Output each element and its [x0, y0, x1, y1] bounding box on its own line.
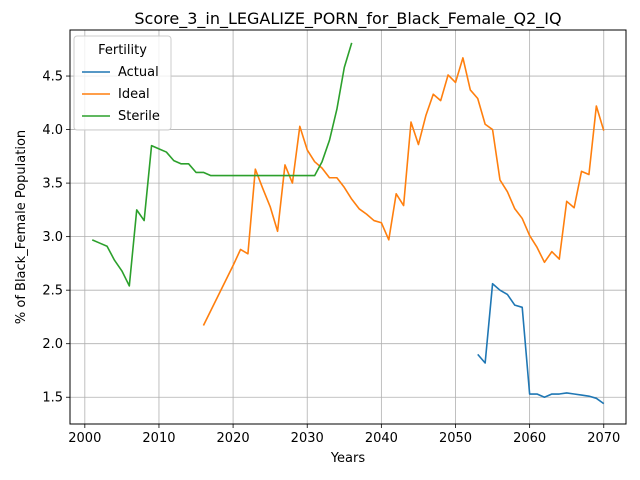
y-axis-title: % of Black_Female Population [14, 130, 29, 324]
y-tick-label: 4.5 [42, 70, 63, 85]
legend-label-sterile: Sterile [118, 109, 160, 124]
series-line-sterile [91, 42, 353, 287]
x-tick-label: 2040 [365, 431, 398, 446]
x-tick-label: 2060 [513, 431, 546, 446]
legend: Fertility Actual Ideal Sterile [73, 35, 172, 131]
y-tick-label: 2.5 [42, 284, 63, 299]
axis-ticks: 2000 2010 2020 2030 2040 2050 2060 2070 1.5 2.0 2.… [42, 70, 620, 446]
x-tick-label: 2010 [142, 431, 175, 446]
chart-title: Score_3_in_LEGALIZE_PORN_for_Black_Femal… [134, 9, 561, 29]
x-tick-label: 2000 [68, 431, 101, 446]
x-tick-label: 2020 [217, 431, 250, 446]
x-tick-label: 2030 [291, 431, 324, 446]
legend-items: Actual Ideal Sterile [82, 65, 160, 124]
legend-label-actual: Actual [118, 65, 159, 80]
legend-title: Fertility [98, 43, 147, 58]
y-tick-label: 3.0 [42, 230, 63, 245]
legend-label-ideal: Ideal [118, 87, 150, 102]
x-tick-label: 2050 [439, 431, 472, 446]
series-lines [91, 42, 605, 405]
legend-box [73, 35, 172, 131]
series-line-actual [477, 282, 605, 405]
y-tick-label: 2.0 [42, 337, 63, 352]
y-tick-label: 4.0 [42, 123, 63, 138]
x-axis-title: Years [330, 451, 366, 466]
grid-lines [70, 30, 626, 424]
series-line-ideal [202, 57, 605, 326]
plot-frame [69, 29, 627, 425]
y-tick-label: 3.5 [42, 177, 63, 192]
x-tick-label: 2070 [587, 431, 620, 446]
y-tick-label: 1.5 [42, 391, 63, 406]
